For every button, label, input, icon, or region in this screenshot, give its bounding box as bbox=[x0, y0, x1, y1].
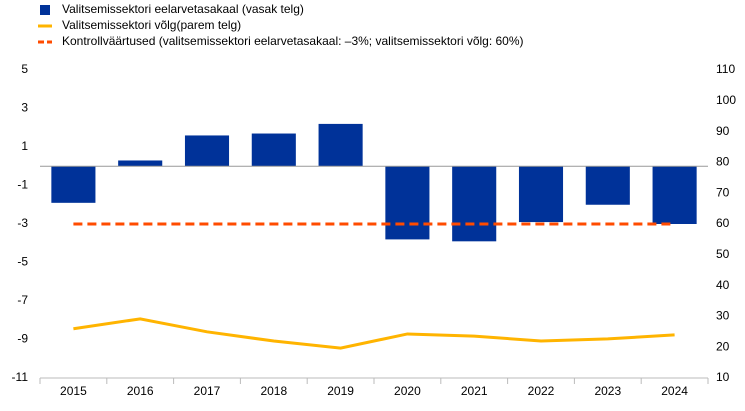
x-tick-label: 2018 bbox=[260, 384, 287, 398]
x-tick-label: 2019 bbox=[327, 384, 354, 398]
y2-tick-label: 110 bbox=[716, 62, 735, 76]
bar bbox=[51, 166, 96, 203]
y-tick-label: 1 bbox=[21, 139, 28, 153]
bar bbox=[452, 166, 497, 242]
y-tick-label: 3 bbox=[21, 101, 28, 115]
x-tick-label: 2024 bbox=[661, 384, 688, 398]
line bbox=[73, 317, 675, 350]
y2-tick-label: 100 bbox=[716, 93, 736, 107]
legend-label: Valitsemissektori võlg(parem telg) bbox=[62, 18, 241, 32]
y2-tick-label: 40 bbox=[716, 278, 730, 292]
legend-swatch bbox=[40, 5, 50, 15]
x-tick-label: 2022 bbox=[528, 384, 555, 398]
x-tick-label: 2015 bbox=[60, 384, 87, 398]
y-tick-label: -5 bbox=[17, 255, 28, 269]
bar bbox=[518, 166, 564, 223]
bar bbox=[585, 166, 630, 205]
y2-tick-label: 20 bbox=[716, 339, 730, 353]
bar bbox=[652, 166, 697, 224]
x-tick-label: 2016 bbox=[127, 384, 154, 398]
x-tick-label: 2017 bbox=[194, 384, 221, 398]
bar bbox=[184, 135, 230, 167]
y2-tick-label: 90 bbox=[716, 124, 730, 138]
y2-tick-label: 10 bbox=[716, 370, 730, 384]
y-tick-label: 5 bbox=[21, 62, 28, 76]
y2-tick-label: 70 bbox=[716, 185, 730, 199]
bar bbox=[385, 166, 430, 240]
y2-tick-label: 50 bbox=[716, 247, 730, 261]
legend-label: Valitsemissektori eelarvetasakaal (vasak… bbox=[62, 2, 304, 16]
bar bbox=[118, 160, 163, 167]
legend-label: Kontrollväärtused (valitsemissektori eel… bbox=[62, 34, 524, 48]
bar bbox=[251, 133, 296, 167]
y-tick-label: -1 bbox=[17, 178, 28, 192]
y-tick-label: -11 bbox=[12, 370, 29, 384]
y2-tick-label: 60 bbox=[716, 216, 730, 230]
y2-tick-label: 80 bbox=[716, 155, 730, 169]
y2-tick-label: 30 bbox=[716, 309, 730, 323]
x-tick-label: 2021 bbox=[461, 384, 488, 398]
x-tick-label: 2020 bbox=[394, 384, 421, 398]
y-tick-label: -7 bbox=[17, 293, 28, 307]
y-tick-label: -3 bbox=[17, 216, 28, 230]
x-tick-label: 2023 bbox=[594, 384, 621, 398]
y-tick-label: -9 bbox=[17, 332, 28, 346]
bar bbox=[318, 123, 363, 167]
